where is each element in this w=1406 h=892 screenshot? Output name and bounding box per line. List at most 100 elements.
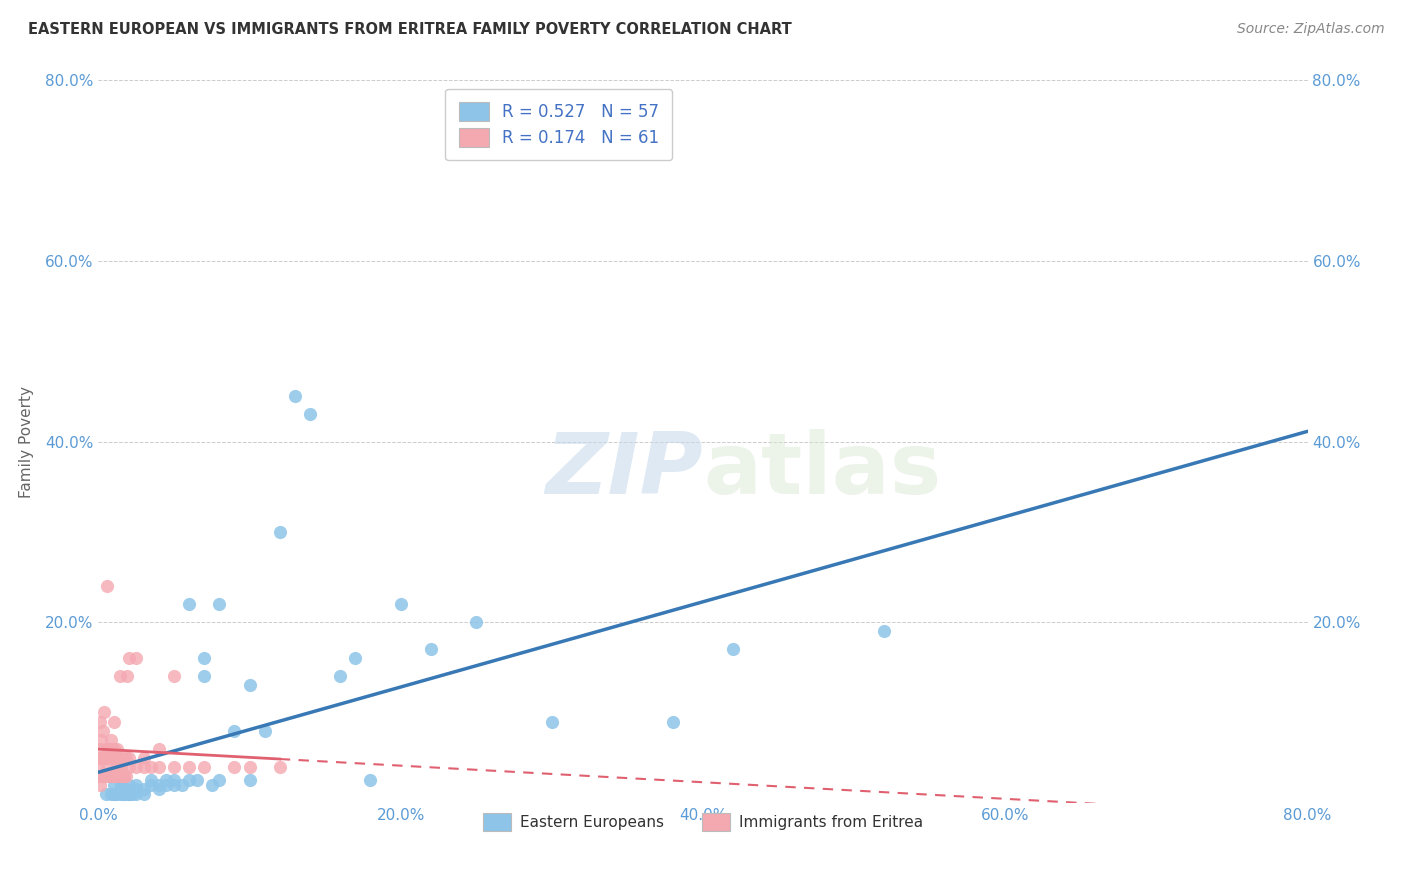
Point: [94, 750, 117, 764]
Text: atlas: atlas: [703, 429, 941, 512]
Text: ZIP: ZIP: [546, 429, 703, 512]
Point: [108, 669, 131, 683]
Point: [148, 778, 170, 792]
Point: [148, 760, 170, 774]
Point: [91, 723, 114, 738]
Point: [118, 760, 141, 774]
Point: [111, 787, 134, 801]
Point: [98, 769, 121, 783]
Point: [284, 389, 307, 403]
Point: [148, 741, 170, 756]
Point: [100, 787, 122, 801]
Point: [105, 787, 128, 801]
Point: [96, 760, 118, 774]
Point: [118, 787, 141, 801]
Point: [110, 787, 132, 801]
Point: [112, 787, 135, 801]
Point: [201, 778, 224, 792]
Point: [299, 408, 322, 422]
Point: [94, 769, 117, 783]
Point: [269, 760, 291, 774]
Point: [103, 714, 125, 729]
Point: [132, 787, 155, 801]
Point: [224, 760, 246, 774]
Point: [103, 750, 125, 764]
Point: [103, 778, 125, 792]
Point: [94, 787, 117, 801]
Point: [360, 773, 382, 788]
Point: [105, 760, 128, 774]
Point: [87, 769, 110, 783]
Point: [420, 642, 443, 657]
Point: [465, 615, 488, 630]
Point: [103, 741, 125, 756]
Point: [111, 750, 134, 764]
Point: [155, 778, 177, 792]
Point: [110, 760, 132, 774]
Point: [93, 750, 115, 764]
Point: [132, 760, 155, 774]
Point: [155, 773, 177, 788]
Point: [125, 787, 148, 801]
Point: [101, 741, 124, 756]
Point: [114, 769, 136, 783]
Point: [344, 651, 367, 665]
Point: [98, 741, 121, 756]
Point: [93, 769, 115, 783]
Point: [101, 769, 124, 783]
Y-axis label: Family Poverty: Family Poverty: [18, 385, 34, 498]
Point: [179, 773, 201, 788]
Point: [118, 787, 141, 801]
Point: [96, 741, 118, 756]
Point: [148, 782, 170, 797]
Point: [89, 778, 111, 792]
Point: [163, 773, 186, 788]
Point: [224, 723, 246, 738]
Point: [125, 651, 148, 665]
Point: [111, 769, 134, 783]
Point: [110, 769, 132, 783]
Point: [389, 597, 412, 611]
Point: [186, 773, 208, 788]
Point: [141, 760, 163, 774]
Point: [110, 782, 132, 797]
Point: [125, 778, 148, 792]
Point: [170, 778, 193, 792]
Point: [179, 760, 201, 774]
Point: [269, 524, 291, 539]
Point: [112, 769, 135, 783]
Point: [873, 624, 896, 639]
Point: [661, 714, 683, 729]
Point: [239, 678, 262, 692]
Point: [89, 714, 111, 729]
Point: [239, 773, 262, 788]
Point: [193, 651, 215, 665]
Point: [118, 787, 141, 801]
Point: [723, 642, 745, 657]
Point: [125, 760, 148, 774]
Point: [125, 782, 148, 797]
Point: [118, 778, 141, 792]
Point: [90, 732, 112, 747]
Point: [107, 769, 129, 783]
Point: [90, 769, 112, 783]
Point: [329, 669, 352, 683]
Point: [115, 669, 138, 683]
Point: [98, 750, 121, 764]
Point: [96, 579, 118, 593]
Legend: Eastern Europeans, Immigrants from Eritrea: Eastern Europeans, Immigrants from Eritr…: [475, 805, 931, 838]
Point: [110, 778, 132, 792]
Point: [141, 778, 163, 792]
Point: [132, 782, 155, 797]
Point: [103, 787, 125, 801]
Point: [87, 760, 110, 774]
Point: [163, 760, 186, 774]
Point: [239, 760, 262, 774]
Point: [103, 787, 125, 801]
Point: [179, 597, 201, 611]
Point: [89, 741, 111, 756]
Point: [104, 769, 127, 783]
Point: [132, 750, 155, 764]
Point: [100, 769, 122, 783]
Point: [114, 782, 136, 797]
